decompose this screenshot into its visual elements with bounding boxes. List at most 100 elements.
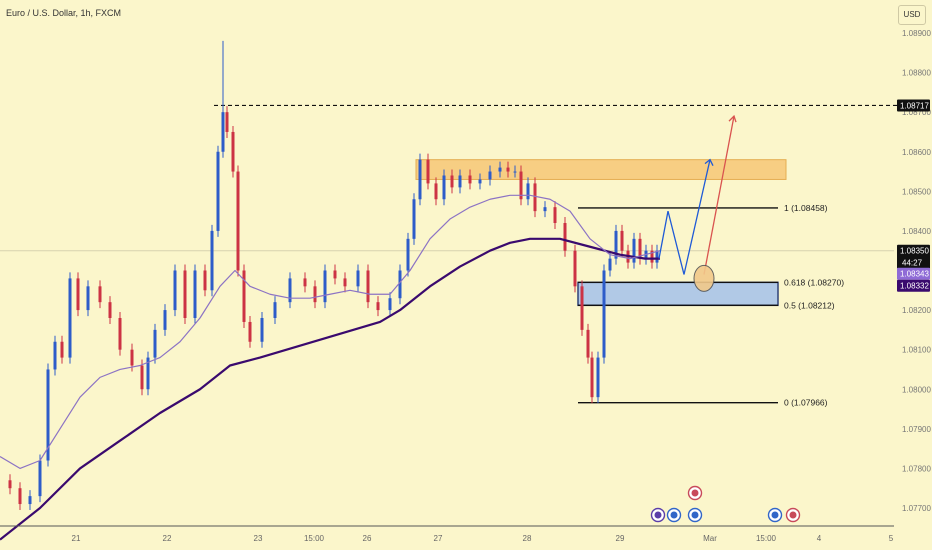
candle-body	[288, 278, 292, 303]
projection-layer	[658, 114, 737, 292]
candle-body	[356, 270, 360, 287]
candle-body	[153, 329, 157, 358]
event-flag-icon[interactable]	[785, 507, 801, 523]
event-flag-icon[interactable]	[666, 507, 682, 523]
candle-body	[650, 250, 654, 263]
candle-body	[248, 321, 252, 342]
demand-zone	[577, 281, 779, 307]
event-flag-icon[interactable]	[687, 507, 703, 523]
candle-body	[442, 175, 446, 200]
candle-body	[586, 329, 590, 358]
y-tick-label: 1.08900	[902, 29, 931, 38]
event-dot	[670, 511, 678, 519]
candle-body	[533, 183, 537, 212]
x-tick-label: 15:00	[756, 534, 777, 543]
candle-body	[260, 318, 264, 342]
x-tick-label: 26	[363, 534, 372, 543]
x-tick-label: 22	[163, 534, 172, 543]
event-dot	[789, 511, 797, 519]
price-tag-label: 1.08343	[900, 270, 929, 279]
candle-body	[140, 365, 144, 390]
candle-body	[620, 230, 624, 251]
candle-body	[210, 230, 214, 291]
y-tick-label: 1.07700	[902, 504, 931, 513]
candle-body	[18, 488, 22, 505]
candle-body	[602, 270, 606, 358]
y-tick-label: 1.08100	[902, 346, 931, 355]
candle-body	[8, 480, 12, 489]
candle-body	[173, 270, 177, 311]
candle-body	[543, 207, 547, 212]
candle-body	[193, 270, 197, 318]
y-tick-label: 1.07800	[902, 464, 931, 473]
candle-body	[488, 171, 492, 180]
x-tick-label: 21	[72, 534, 81, 543]
candle-body	[468, 175, 472, 184]
price-tag	[897, 244, 930, 269]
candle-body	[225, 112, 229, 132]
candle-body	[38, 460, 42, 497]
y-tick-label: 1.08700	[902, 108, 931, 117]
candle-body	[434, 183, 438, 200]
y-tick-label: 1.07900	[902, 425, 931, 434]
candle-body	[183, 270, 187, 318]
y-tick-label: 1.08200	[902, 306, 931, 315]
price-tags-layer: 1.08717 1.08350 44:27 1.08343 1.08332	[897, 99, 930, 292]
candle-body	[53, 341, 57, 370]
fib-label: 0 (1.07966)	[784, 398, 828, 408]
candle-body	[498, 167, 502, 172]
series-layer	[0, 40, 661, 541]
y-tick-label: 1.08400	[902, 227, 931, 236]
candle-body	[118, 318, 122, 350]
x-tick-label: 29	[616, 534, 625, 543]
candle-body	[398, 270, 402, 299]
event-dot	[691, 489, 699, 497]
projection-blue	[658, 159, 711, 275]
candle-body	[450, 175, 454, 188]
target-circle	[693, 264, 715, 292]
x-tick-label: 23	[254, 534, 263, 543]
candle-body	[108, 302, 112, 318]
candle-body	[313, 286, 317, 303]
x-tick-label: 28	[523, 534, 532, 543]
price-tag-label: 1.08350	[900, 247, 929, 256]
candle-body	[632, 238, 636, 263]
x-tick-label: Mar	[703, 534, 717, 543]
event-dot	[691, 511, 699, 519]
candle-body	[596, 357, 600, 398]
candle-body	[98, 286, 102, 303]
fib-label: 0.618 (1.08270)	[784, 277, 844, 287]
candle-body	[146, 357, 150, 390]
candle-body	[608, 258, 612, 271]
y-tick-label: 1.08500	[902, 187, 931, 196]
candle-body	[638, 238, 642, 259]
chart-title: Euro / U.S. Dollar, 1h, FXCM	[6, 8, 122, 18]
candle-body	[76, 278, 80, 311]
candle-body	[563, 223, 567, 251]
candle-body	[231, 131, 235, 172]
candle-body	[46, 369, 50, 461]
candle-body	[60, 341, 64, 358]
candle-body	[655, 250, 659, 263]
x-tick-label: 27	[434, 534, 443, 543]
candle-body	[303, 278, 307, 287]
candle-body	[458, 175, 462, 188]
price-tag	[897, 267, 930, 280]
currency-button[interactable]: USD	[898, 5, 926, 25]
axis-layer: 1.08900 1.08800 1.08700 1.08600 1.08500 1.084…	[0, 29, 931, 543]
event-dot	[771, 511, 779, 519]
candle-body	[412, 199, 416, 239]
event-flag-icon[interactable]	[767, 507, 783, 523]
candle-body	[526, 183, 530, 200]
candle-body	[506, 167, 510, 172]
candle-body	[203, 270, 207, 291]
event-flag-icon[interactable]	[687, 485, 703, 501]
candle-body	[68, 278, 72, 358]
candle-body	[406, 238, 410, 271]
y-tick-label: 1.08600	[902, 148, 931, 157]
event-flag-icon[interactable]	[650, 507, 666, 523]
x-tick-label: 4	[817, 534, 822, 543]
events-layer	[650, 485, 801, 523]
